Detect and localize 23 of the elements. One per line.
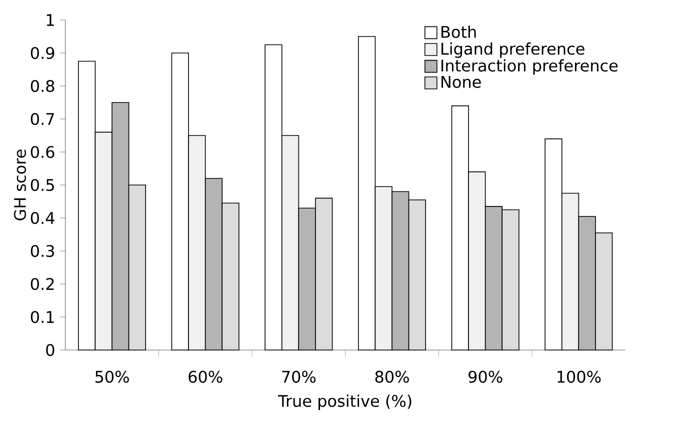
legend-label: Interaction preference [442,59,618,75]
y-tick-label: 0.5 [30,178,54,192]
y-tick-label: 0.7 [30,112,54,126]
x-tick-label: 50% [95,370,129,383]
y-axis-title: GH score [14,150,26,220]
x-tick-label: 90% [468,370,502,383]
y-tick-label: 0.1 [30,310,54,324]
x-tick-label: 80% [375,370,409,383]
x-tick-label: 70% [282,370,316,383]
legend-label: Ligand preference [442,42,584,58]
y-tick-label: 0.8 [30,80,54,92]
x-axis-title: True positive (%) [278,394,412,410]
y-tick-label: 0.4 [30,212,54,224]
x-tick-label: 100% [558,370,601,383]
y-tick-label: 0.3 [30,244,54,258]
x-tick-label: 60% [188,370,222,383]
y-tick-label: 0.2 [30,278,54,290]
legend-label: Both [442,26,476,38]
y-tick-label: 0.9 [30,46,54,60]
y-tick-label: 0.6 [30,146,54,158]
legend-label: None [442,76,481,88]
y-tick-label: 1 [46,14,54,26]
y-tick-label: 0 [46,344,54,356]
